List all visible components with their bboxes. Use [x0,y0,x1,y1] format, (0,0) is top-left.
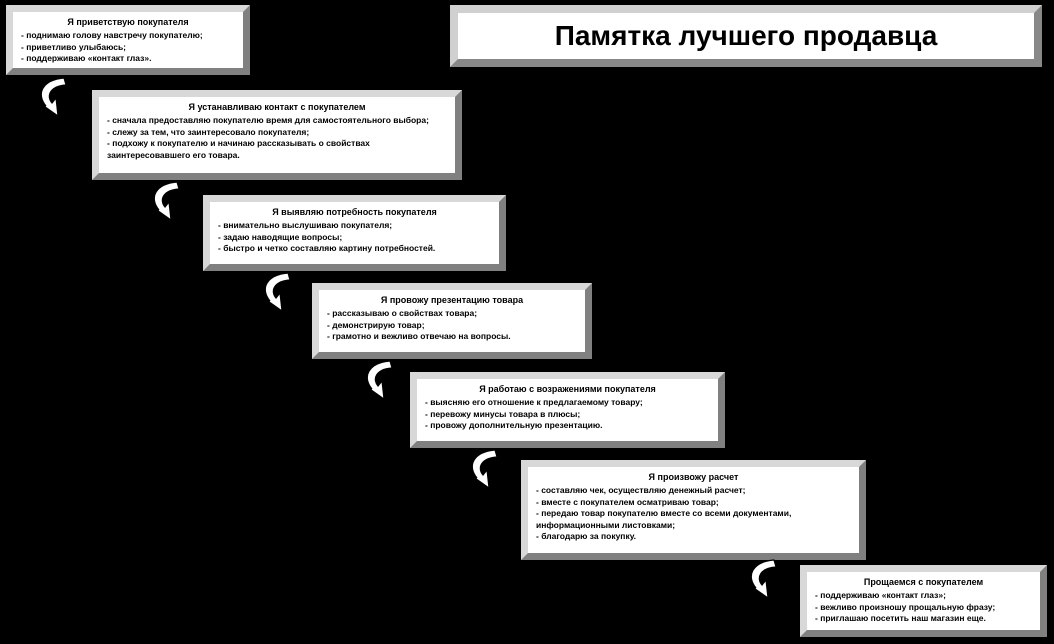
step-title: Я выявляю потребность покупателя [218,206,491,218]
flow-arrow-icon [360,359,420,401]
step-bullet: - подхожу к покупателю и начинаю рассказ… [107,138,447,149]
diagram-title-box: Памятка лучшего продавца [450,5,1042,67]
step-bullet: - быстро и четко составляю картину потре… [218,243,491,254]
step-bullet: - выясняю его отношение к предлагаемому … [425,397,710,408]
step-title: Я произвожу расчет [536,471,851,483]
step-bullet: - вежливо произношу прощальную фразу; [815,602,1032,613]
step-box-2: Я устанавливаю контакт с покупателем - с… [92,90,462,180]
step-box-6: Я произвожу расчет - составляю чек, осущ… [521,460,866,560]
step-bullet: - составляю чек, осуществляю денежный ра… [536,485,851,496]
step-bullet: - внимательно выслушиваю покупателя; [218,220,491,231]
step-bullet: - поддерживаю «контакт глаз». [21,53,235,64]
step-bullet: - грамотно и вежливо отвечаю на вопросы. [327,331,577,342]
step-box-1: Я приветствую покупателя - поднимаю голо… [6,5,250,75]
step-bullet: заинтересовавшего его товара. [107,150,447,161]
step-title: Я приветствую покупателя [21,16,235,28]
flow-arrow-icon [147,180,207,222]
step-bullet: - перевожу минусы товара в плюсы; [425,409,710,420]
step-bullet: - поддерживаю «контакт глаз»; [815,590,1032,601]
step-title: Я устанавливаю контакт с покупателем [107,101,447,113]
flow-arrow-icon [744,558,804,600]
flow-arrow-icon [465,448,525,490]
step-bullet: - поднимаю голову навстречу покупателю; [21,30,235,41]
step-bullet: - передаю товар покупателю вместе со все… [536,508,851,519]
step-box-3: Я выявляю потребность покупателя - внима… [203,195,506,271]
step-box-7: Прощаемся с покупателем - поддерживаю «к… [800,565,1047,637]
flow-arrow-icon [34,76,94,118]
step-bullet: - приветливо улыбаюсь; [21,42,235,53]
step-bullet: - приглашаю посетить наш магазин еще. [815,613,1032,624]
step-bullet: - задаю наводящие вопросы; [218,232,491,243]
step-bullet: - слежу за тем, что заинтересовало покуп… [107,127,447,138]
step-bullet: информационными листовками; [536,520,851,531]
step-bullet: - демонстрирую товар; [327,320,577,331]
step-bullet: - рассказываю о свойствах товара; [327,308,577,319]
step-box-5: Я работаю с возражениями покупателя - вы… [410,372,725,448]
step-title: Прощаемся с покупателем [815,576,1032,588]
step-bullet: - провожу дополнительную презентацию. [425,420,710,431]
step-title: Я провожу презентацию товара [327,294,577,306]
step-title: Я работаю с возражениями покупателя [425,383,710,395]
step-bullet: - сначала предоставляю покупателю время … [107,115,447,126]
step-bullet: - вместе с покупателем осматриваю товар; [536,497,851,508]
step-bullet: - благодарю за покупку. [536,531,851,542]
diagram-title-text: Памятка лучшего продавца [555,20,938,52]
flow-arrow-icon [258,271,318,313]
step-box-4: Я провожу презентацию товара - рассказыв… [312,283,592,359]
